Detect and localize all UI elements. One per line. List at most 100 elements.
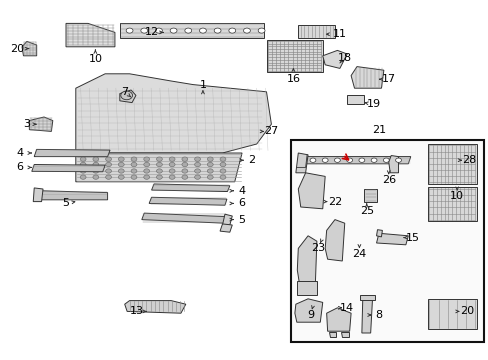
Circle shape [194,157,200,161]
Circle shape [207,175,213,179]
Polygon shape [328,332,336,337]
Text: 14: 14 [340,303,353,313]
Circle shape [383,158,388,162]
Polygon shape [364,189,376,202]
Polygon shape [427,144,476,184]
Circle shape [143,169,149,173]
Circle shape [118,157,124,161]
Text: 2: 2 [248,155,255,165]
Circle shape [169,157,175,161]
Circle shape [80,162,86,167]
Circle shape [93,157,99,161]
Circle shape [105,175,111,179]
Polygon shape [376,230,382,237]
Text: 12: 12 [144,27,158,37]
Polygon shape [388,156,398,173]
Circle shape [214,28,221,33]
Circle shape [182,175,187,179]
Polygon shape [350,67,383,88]
Circle shape [118,169,124,173]
Text: 8: 8 [375,310,382,320]
Circle shape [131,169,137,173]
Circle shape [228,28,235,33]
Polygon shape [266,40,322,72]
Polygon shape [76,74,271,153]
Polygon shape [325,220,344,261]
Text: 3: 3 [23,119,30,129]
Polygon shape [326,308,350,331]
Circle shape [105,169,111,173]
Text: 18: 18 [337,53,351,63]
Text: 17: 17 [381,74,395,84]
Text: 9: 9 [306,310,313,320]
Circle shape [220,157,225,161]
Circle shape [309,158,315,162]
Polygon shape [297,236,316,283]
Polygon shape [120,23,264,38]
Circle shape [370,158,376,162]
Circle shape [182,157,187,161]
Circle shape [243,28,250,33]
Text: 15: 15 [406,233,419,243]
Text: 21: 21 [371,125,385,135]
Circle shape [182,169,187,173]
Text: 1: 1 [199,80,206,90]
Circle shape [220,162,225,167]
Polygon shape [341,332,348,337]
Circle shape [80,157,86,161]
Bar [290,140,483,342]
Text: 20: 20 [10,44,24,54]
Circle shape [118,175,124,179]
Polygon shape [361,296,372,333]
Circle shape [199,28,206,33]
Circle shape [156,175,162,179]
Polygon shape [34,149,110,157]
Polygon shape [294,299,322,322]
Circle shape [131,175,137,179]
Polygon shape [305,157,410,164]
Text: 6: 6 [16,162,23,172]
Circle shape [170,28,177,33]
Circle shape [93,175,99,179]
Polygon shape [142,213,227,223]
Polygon shape [37,191,107,200]
Circle shape [358,158,364,162]
Circle shape [143,157,149,161]
Circle shape [93,162,99,167]
Circle shape [220,175,225,179]
Polygon shape [33,188,43,202]
Polygon shape [124,301,185,313]
Circle shape [105,162,111,167]
Text: 27: 27 [264,126,278,136]
Circle shape [169,169,175,173]
Polygon shape [76,153,242,182]
Text: 10: 10 [449,191,463,201]
Circle shape [141,28,147,33]
Text: 5: 5 [62,198,69,208]
Text: 6: 6 [238,198,245,208]
Polygon shape [222,214,232,225]
Circle shape [182,162,187,167]
Text: 24: 24 [351,249,366,259]
Circle shape [334,158,340,162]
Circle shape [184,28,191,33]
Circle shape [169,162,175,167]
Text: 22: 22 [327,197,342,207]
Circle shape [155,28,162,33]
Text: 19: 19 [366,99,380,109]
Text: 28: 28 [461,155,476,165]
Polygon shape [66,23,115,47]
Polygon shape [151,184,229,192]
Circle shape [156,169,162,173]
Polygon shape [376,233,407,245]
Polygon shape [427,187,476,221]
Text: 11: 11 [332,29,346,39]
Polygon shape [298,173,325,209]
Polygon shape [296,281,316,295]
Circle shape [258,28,264,33]
Circle shape [194,175,200,179]
Polygon shape [346,95,364,104]
Text: 10: 10 [88,54,102,64]
Circle shape [105,157,111,161]
Polygon shape [298,25,334,38]
